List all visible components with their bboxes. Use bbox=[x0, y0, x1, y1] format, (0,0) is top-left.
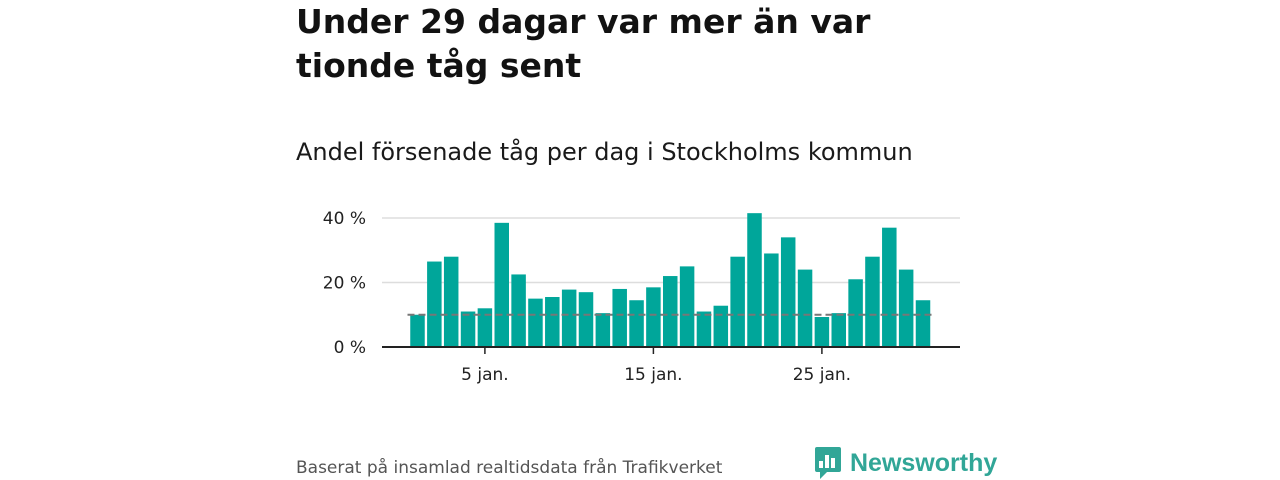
x-tick-label: 15 jan. bbox=[624, 365, 682, 385]
bar bbox=[477, 308, 493, 347]
x-tick-label: 25 jan. bbox=[793, 365, 851, 385]
bar-chart: 0 % 20 % 40 % 5 jan. 15 jan. 25 jan. bbox=[323, 209, 960, 385]
bar bbox=[663, 276, 678, 347]
bar bbox=[831, 313, 846, 347]
bar bbox=[797, 269, 813, 347]
bar bbox=[427, 261, 442, 347]
bar bbox=[545, 297, 560, 347]
bar bbox=[764, 253, 779, 347]
bar bbox=[646, 287, 661, 347]
bar bbox=[443, 256, 459, 347]
bars bbox=[410, 213, 931, 347]
y-tick-label: 40 % bbox=[323, 209, 366, 229]
bar bbox=[494, 222, 509, 347]
chart-title: Under 29 dagar var mer än var tionde tåg… bbox=[296, 2, 871, 85]
bar bbox=[460, 311, 476, 347]
brand-name: Newsworthy bbox=[850, 448, 998, 477]
bar bbox=[696, 311, 712, 347]
bar bbox=[595, 313, 611, 347]
bar bbox=[561, 289, 577, 347]
bar bbox=[528, 298, 543, 347]
chart-subtitle: Andel försenade tåg per dag i Stockholms… bbox=[296, 138, 913, 166]
bar bbox=[747, 213, 762, 347]
source-note: Baserat på insamlad realtidsdata från Tr… bbox=[296, 458, 723, 478]
bar bbox=[679, 266, 695, 347]
bar bbox=[730, 256, 745, 347]
bar bbox=[898, 269, 914, 347]
bar bbox=[511, 274, 526, 347]
bar bbox=[578, 292, 594, 347]
y-tick-label: 20 % bbox=[323, 274, 366, 294]
bar bbox=[713, 305, 729, 347]
bar bbox=[612, 288, 627, 347]
bar bbox=[629, 300, 644, 347]
bar bbox=[410, 314, 425, 347]
bar bbox=[814, 317, 830, 347]
x-tick-label: 5 jan. bbox=[461, 365, 509, 385]
y-tick-label: 0 % bbox=[334, 338, 366, 358]
newsworthy-logo: Newsworthy bbox=[814, 446, 997, 480]
axes: 0 % 20 % 40 % 5 jan. 15 jan. 25 jan. bbox=[323, 209, 960, 385]
newsworthy-logo-icon bbox=[815, 447, 841, 479]
bar bbox=[865, 256, 880, 347]
bar bbox=[848, 279, 863, 347]
bar bbox=[780, 237, 796, 347]
bar bbox=[882, 227, 897, 347]
bar bbox=[915, 300, 931, 347]
